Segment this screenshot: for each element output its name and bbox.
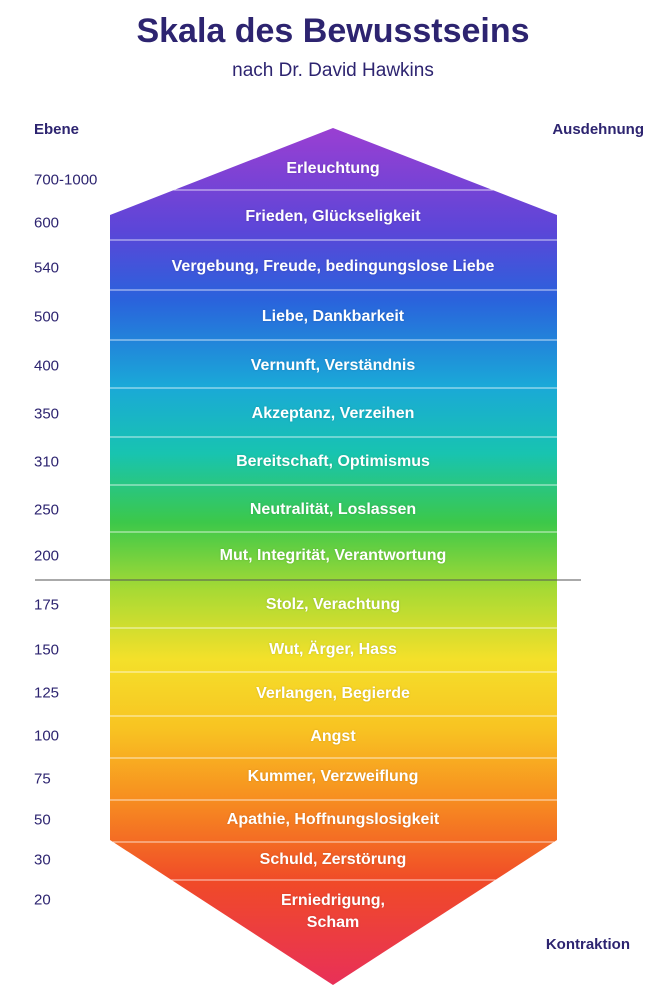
- level-value: 125: [34, 684, 60, 702]
- level-label: Schuld, Zerstörung: [259, 851, 407, 868]
- level-value: 500: [34, 308, 60, 326]
- level-value: 175: [34, 596, 60, 614]
- level-value: 600: [34, 214, 60, 232]
- level-value: 75: [34, 770, 51, 788]
- level-label: Neutralität, Loslassen: [249, 501, 417, 518]
- level-label: Verlangen, Begierde: [256, 685, 410, 702]
- level-value: 310: [34, 453, 60, 471]
- level-value: 150: [34, 641, 60, 659]
- level-value: 250: [34, 501, 60, 519]
- level-label: Mut, Integrität, Verantwortung: [219, 547, 447, 564]
- level-label: Bereitschaft, Optimismus: [236, 453, 430, 470]
- level-value: 50: [34, 811, 51, 829]
- title: Skala des Bewusstseins: [136, 12, 530, 50]
- separators: [110, 189, 557, 881]
- level-value: 200: [34, 547, 60, 565]
- level-label: Vergebung, Freude, bedingungslose Liebe: [171, 258, 495, 275]
- level-label: Angst: [310, 728, 356, 745]
- level-value: 20: [34, 891, 51, 909]
- level-header: Ebene: [34, 121, 80, 138]
- level-label: Apathie, Hoffnungslosigkeit: [226, 811, 440, 828]
- level-value: 700-1000: [34, 171, 98, 189]
- level-value: 100: [34, 727, 60, 745]
- level-label: Stolz, Verachtung: [265, 596, 401, 613]
- level-label: Kummer, Verzweiflung: [247, 768, 419, 785]
- level-value: 540: [34, 259, 60, 277]
- level-label: Liebe, Dankbarkeit: [261, 308, 405, 325]
- level-label: Frieden, Glückseligkeit: [245, 208, 421, 225]
- level-value: 400: [34, 357, 60, 375]
- level-label: Akzeptanz, Verzeihen: [251, 405, 415, 422]
- level-value: 30: [34, 851, 51, 869]
- contraction-label: Kontraktion: [545, 936, 630, 953]
- level-label: Vernunft, Verständnis: [250, 357, 416, 374]
- level-value: 350: [34, 405, 60, 423]
- subtitle: nach Dr. David Hawkins: [232, 60, 434, 81]
- level-label: Erleuchtung: [286, 160, 380, 177]
- hexagon: [110, 128, 557, 985]
- level-label: Wut, Ärger, Hass: [269, 641, 397, 658]
- level-label: Erniedrigung, Scham: [281, 892, 385, 931]
- expansion-label: Ausdehnung: [552, 121, 644, 138]
